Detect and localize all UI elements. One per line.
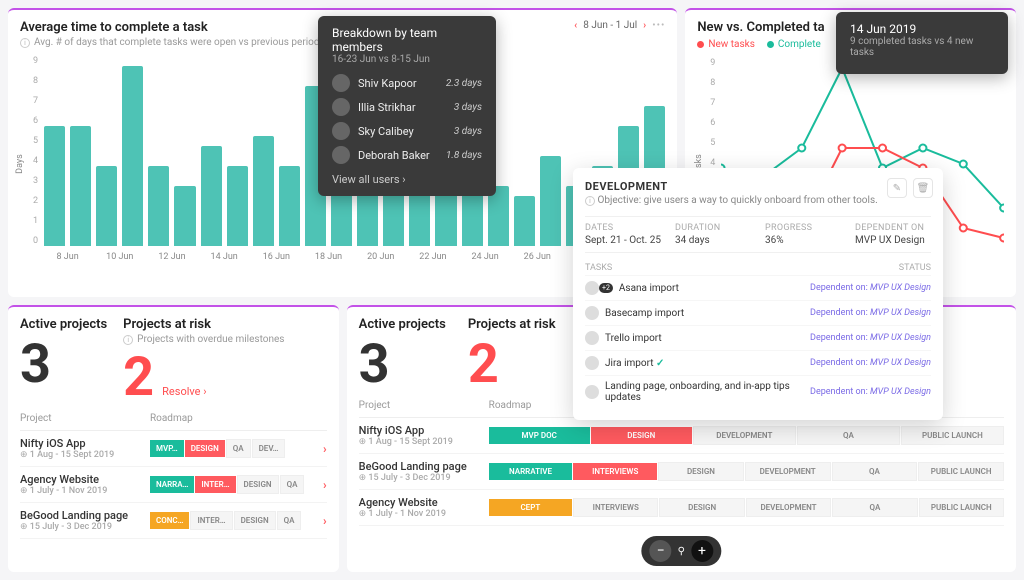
projects-panel-small: Active projects 3 Projects at risk iProj…	[8, 305, 339, 572]
bar[interactable]	[122, 66, 143, 246]
avatar	[332, 122, 350, 140]
active-count: 3	[20, 338, 107, 392]
project-row[interactable]: BeGood Landing page⊕ 15 July - 3 Dec 201…	[20, 503, 327, 539]
bar[interactable]	[514, 196, 535, 246]
chevron-left-icon[interactable]: ‹	[574, 20, 577, 31]
search-icon: ⚲	[678, 546, 685, 557]
x-axis: 8 Jun10 Jun12 Jun14 Jun16 Jun18 Jun20 Ju…	[20, 252, 665, 262]
delete-icon[interactable]: 🗑	[913, 178, 933, 198]
project-row[interactable]: Nifty iOS App⊕ 1 Aug - 15 Sept 2019MVP D…	[359, 418, 1004, 454]
chevron-right-icon[interactable]: ›	[643, 20, 646, 31]
task-row[interactable]: +2Asana importDependent on: MVP UX Desig…	[585, 275, 931, 300]
project-row[interactable]: Nifty iOS App⊕ 1 Aug - 15 Sept 2019MVP…D…	[20, 431, 327, 467]
avatar	[585, 281, 599, 295]
bar[interactable]	[174, 186, 195, 246]
task-row[interactable]: Trello importDependent on: MVP UX Design	[585, 325, 931, 350]
bar[interactable]	[227, 166, 248, 246]
chevron-right-icon[interactable]: ›	[323, 514, 327, 528]
chart-legend: New tasks Complete	[697, 39, 824, 50]
bar[interactable]	[540, 156, 561, 246]
bar[interactable]	[44, 126, 65, 246]
avatar	[332, 98, 350, 116]
risk-count: 2	[123, 351, 154, 405]
resolve-link[interactable]: Resolve ›	[162, 385, 206, 398]
project-row[interactable]: Agency Website⊕ 1 July - 1 Nov 2019CEPTI…	[359, 490, 1004, 526]
avatar	[332, 74, 350, 92]
avatar	[585, 385, 599, 399]
zoom-in-button[interactable]: +	[691, 540, 713, 562]
bar[interactable]	[70, 126, 91, 246]
panel-title: New vs. Completed ta	[697, 20, 824, 35]
bar[interactable]	[201, 146, 222, 246]
task-row[interactable]: Landing page, onboarding, and in-app tip…	[585, 375, 931, 408]
project-row[interactable]: BeGood Landing page⊕ 15 July - 3 Dec 201…	[359, 454, 1004, 490]
bar[interactable]	[96, 166, 117, 246]
panel-title: Average time to complete a task	[20, 20, 331, 35]
more-icon[interactable]: •••	[652, 20, 665, 31]
bar[interactable]	[253, 136, 274, 246]
development-card: ✎ 🗑 DEVELOPMENT i Objective: give users …	[573, 168, 943, 420]
info-icon: i	[20, 38, 30, 48]
avatar	[585, 356, 599, 370]
task-row[interactable]: Basecamp importDependent on: MVP UX Desi…	[585, 300, 931, 325]
team-breakdown-tooltip: Breakdown by team members 16-23 Jun vs 8…	[318, 16, 496, 196]
zoom-control[interactable]: − ⚲ +	[642, 536, 721, 566]
chevron-right-icon[interactable]: ›	[323, 442, 327, 456]
bar[interactable]	[279, 166, 300, 246]
project-row[interactable]: Agency Website⊕ 1 July - 1 Nov 2019NARRA…	[20, 467, 327, 503]
bar[interactable]	[148, 166, 169, 246]
avatar	[585, 331, 599, 345]
date-range[interactable]: ‹ 8 Jun - 1 Jul › •••	[574, 20, 665, 31]
task-row[interactable]: Jira import ✓Dependent on: MVP UX Design	[585, 350, 931, 375]
line-tooltip: 14 Jun 2019 9 completed tasks vs 4 new t…	[836, 12, 1008, 74]
zoom-out-button[interactable]: −	[650, 540, 672, 562]
avatar	[332, 146, 350, 164]
avatar	[585, 306, 599, 320]
panel-subtitle: iAvg. # of days that complete tasks were…	[20, 37, 331, 48]
chevron-right-icon[interactable]: ›	[323, 478, 327, 492]
view-all-users-link[interactable]: View all users ›	[332, 173, 482, 186]
edit-icon[interactable]: ✎	[887, 178, 907, 198]
